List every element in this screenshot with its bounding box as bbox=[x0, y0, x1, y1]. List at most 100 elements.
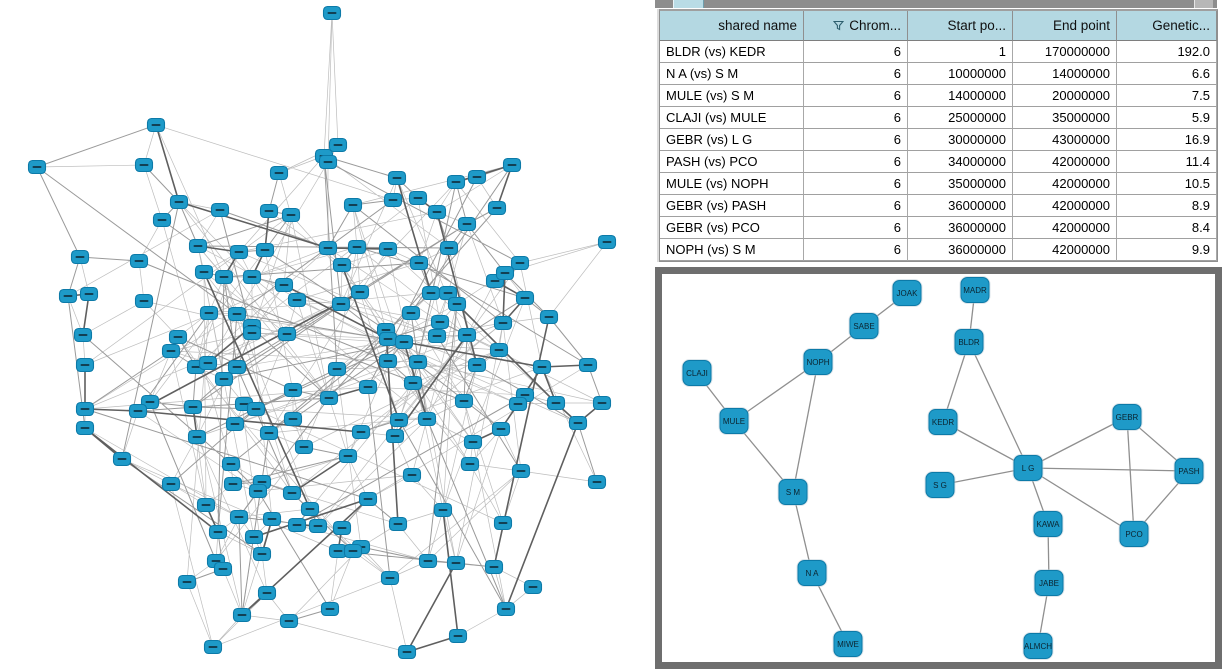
network-node[interactable] bbox=[242, 325, 262, 341]
toolbar-tab-fragment[interactable] bbox=[673, 0, 704, 8]
network-node[interactable] bbox=[277, 326, 297, 342]
network-edge[interactable] bbox=[939, 467, 1029, 486]
network-node[interactable] bbox=[70, 249, 90, 265]
network-node[interactable] bbox=[523, 579, 543, 595]
table-cell[interactable]: MULE (vs) NOPH bbox=[660, 173, 804, 195]
table-cell[interactable]: 1 bbox=[908, 41, 1013, 63]
network-node[interactable] bbox=[328, 543, 348, 559]
table-cell[interactable]: MULE (vs) S M bbox=[660, 85, 804, 107]
network-node[interactable] bbox=[433, 502, 453, 518]
network-node[interactable] bbox=[308, 518, 328, 534]
network-node[interactable] bbox=[343, 197, 363, 213]
network-node[interactable] bbox=[259, 203, 279, 219]
table-cell[interactable]: 6 bbox=[804, 217, 908, 239]
network-edge[interactable] bbox=[968, 341, 1029, 469]
network-node[interactable] bbox=[229, 509, 249, 525]
network-edge[interactable] bbox=[1027, 467, 1190, 472]
table-cell[interactable]: 34000000 bbox=[908, 151, 1013, 173]
network-node[interactable] bbox=[198, 355, 218, 371]
network-node[interactable] bbox=[508, 396, 528, 412]
table-cell[interactable]: 20000000 bbox=[1013, 85, 1117, 107]
network-node[interactable] bbox=[427, 204, 447, 220]
network-node[interactable] bbox=[489, 342, 509, 358]
network-node[interactable] bbox=[152, 212, 172, 228]
network-node[interactable] bbox=[255, 242, 275, 258]
network-edge[interactable] bbox=[792, 491, 813, 574]
network-node[interactable] bbox=[397, 644, 417, 660]
network-node[interactable] bbox=[140, 394, 160, 410]
network-node[interactable] bbox=[287, 292, 307, 308]
table-cell[interactable]: 6 bbox=[804, 41, 908, 63]
table-cell[interactable]: GEBR (vs) L G bbox=[660, 129, 804, 151]
table-row[interactable]: GEBR (vs) PCO 6 36000000 42000000 8.4 bbox=[660, 217, 1217, 239]
filter-funnel-icon[interactable] bbox=[833, 20, 845, 31]
network-node[interactable] bbox=[493, 515, 513, 531]
network-node[interactable] bbox=[161, 343, 181, 359]
network-node[interactable] bbox=[408, 354, 428, 370]
network-node[interactable] bbox=[467, 357, 487, 373]
network-node[interactable] bbox=[320, 601, 340, 617]
table-cell[interactable]: 42000000 bbox=[1013, 239, 1117, 261]
table-cell[interactable]: 6 bbox=[804, 173, 908, 195]
network-node[interactable] bbox=[343, 543, 363, 559]
network-node[interactable] bbox=[347, 239, 367, 255]
network-node[interactable] bbox=[283, 382, 303, 398]
network-node[interactable] bbox=[484, 559, 504, 575]
network-node[interactable] bbox=[194, 264, 214, 280]
scroll-button[interactable] bbox=[1194, 0, 1213, 8]
network-node[interactable] bbox=[229, 244, 249, 260]
network-node-mule[interactable]: MULE bbox=[719, 408, 749, 434]
network-node[interactable] bbox=[319, 390, 339, 406]
network-node-gebr[interactable]: GEBR bbox=[1112, 404, 1142, 430]
table-cell[interactable]: 42000000 bbox=[1013, 173, 1117, 195]
table-cell[interactable]: 30000000 bbox=[908, 129, 1013, 151]
network-node[interactable] bbox=[169, 194, 189, 210]
network-node[interactable] bbox=[358, 379, 378, 395]
network-node[interactable] bbox=[146, 117, 166, 133]
network-node[interactable] bbox=[274, 277, 294, 293]
network-node[interactable] bbox=[183, 399, 203, 415]
table-cell[interactable]: CLAJI (vs) MULE bbox=[660, 107, 804, 129]
network-node[interactable] bbox=[387, 170, 407, 186]
network-node[interactable] bbox=[447, 296, 467, 312]
network-node[interactable] bbox=[417, 411, 437, 427]
network-node[interactable] bbox=[213, 561, 233, 577]
network-node-bldr[interactable]: BLDR bbox=[954, 329, 984, 355]
table-cell[interactable]: 42000000 bbox=[1013, 151, 1117, 173]
network-node[interactable] bbox=[546, 395, 566, 411]
network-node[interactable] bbox=[439, 240, 459, 256]
table-row[interactable]: GEBR (vs) L G 6 30000000 43000000 16.9 bbox=[660, 129, 1217, 151]
table-cell[interactable]: 25000000 bbox=[908, 107, 1013, 129]
network-node[interactable] bbox=[332, 257, 352, 273]
table-cell[interactable]: 36000000 bbox=[908, 195, 1013, 217]
table-cell[interactable]: 36000000 bbox=[908, 239, 1013, 261]
network-node[interactable] bbox=[532, 359, 552, 375]
table-cell[interactable]: 16.9 bbox=[1117, 129, 1217, 151]
network-node[interactable] bbox=[495, 265, 515, 281]
table-cell[interactable]: 35000000 bbox=[1013, 107, 1117, 129]
network-node[interactable] bbox=[203, 639, 223, 655]
network-node[interactable] bbox=[401, 305, 421, 321]
network-node[interactable] bbox=[134, 293, 154, 309]
network-node[interactable] bbox=[246, 401, 266, 417]
network-node[interactable] bbox=[389, 412, 409, 428]
network-node[interactable] bbox=[467, 169, 487, 185]
table-row[interactable]: N A (vs) S M 6 10000000 14000000 6.6 bbox=[660, 63, 1217, 85]
network-node[interactable] bbox=[244, 529, 264, 545]
network-node[interactable] bbox=[58, 288, 78, 304]
table-cell[interactable]: 35000000 bbox=[908, 173, 1013, 195]
table-cell[interactable]: 170000000 bbox=[1013, 41, 1117, 63]
network-node[interactable] bbox=[214, 269, 234, 285]
column-header-start-po-[interactable]: Start po... bbox=[908, 11, 1013, 41]
network-node[interactable] bbox=[161, 476, 181, 492]
network-node-claji[interactable]: CLAJI bbox=[682, 360, 712, 386]
network-node[interactable] bbox=[208, 524, 228, 540]
network-node[interactable] bbox=[568, 415, 588, 431]
network-node[interactable] bbox=[269, 165, 289, 181]
network-node[interactable] bbox=[430, 314, 450, 330]
network-node[interactable] bbox=[378, 331, 398, 347]
network-node[interactable] bbox=[279, 613, 299, 629]
network-node[interactable] bbox=[446, 174, 466, 190]
table-cell[interactable]: 6.6 bbox=[1117, 63, 1217, 85]
table-cell[interactable]: 6 bbox=[804, 63, 908, 85]
